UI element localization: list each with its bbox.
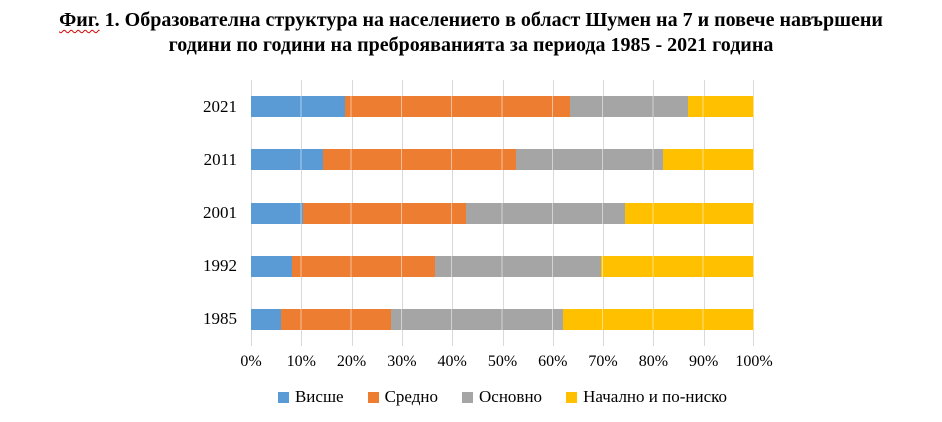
bar-2011-segment-Основно [516,149,663,171]
bar-band-1985 [251,293,754,346]
bar-1985-segment-Средно [281,308,392,330]
bar-band-1992 [251,240,754,293]
legend-item-Основно: Основно [462,387,542,407]
bar-1985-segment-Начално и по-ниско [562,308,754,330]
x-axis-label-10%: 10% [286,353,316,370]
bar-1992 [251,255,754,277]
x-axis-label-70%: 70% [588,353,618,370]
bar-1992-segment-Висше [251,255,292,277]
x-axis-label-20%: 20% [336,353,367,370]
bars-container [251,80,754,346]
x-axis-label-90%: 90% [689,353,719,370]
legend-label-Средно: Средно [384,387,439,406]
y-axis-label-2001: 2001 [203,203,237,222]
bar-2001-segment-Начално и по-ниско [624,202,754,224]
x-axis-label-30%: 30% [387,353,417,370]
bar-2001 [251,202,754,224]
bar-1992-segment-Основно [434,255,601,277]
bar-2001-segment-Средно [303,202,466,224]
legend-label-Основно: Основно [479,387,543,406]
title-line1-rest: 1. Образователна структура на населениет… [99,9,883,31]
bar-2001-segment-Основно [465,202,625,224]
legend: Висше Средно Основно Начално и по-ниско [251,387,754,407]
x-axis-label-60%: 60% [538,353,568,370]
bar-2011-segment-Средно [322,149,517,171]
x-axis-label-0%: 0% [240,353,262,370]
bar-1992-segment-Средно [291,255,435,277]
legend-marker-Висше [277,391,289,403]
legend-marker-Средно [367,391,379,403]
bar-band-2011 [251,133,754,186]
bar-band-2001 [251,186,754,239]
legend-label-Начално и по-ниско: Начално и по-ниско [583,387,728,406]
title-line1: Фиг. 1. Образователна структура на насел… [59,9,883,31]
bar-2021 [251,96,754,118]
legend-item-Висше: Висше [277,387,344,407]
x-axis-label-50%: 50% [487,353,518,370]
y-axis-label-1985: 1985 [203,309,237,329]
legend-marker-Основно [462,391,474,403]
x-axis-label-80%: 80% [638,353,669,370]
bar-2011 [251,149,754,171]
legend-label-Висше: Висше [294,387,344,406]
x-axis-labels: 0% 10% 20% 30% 40% 50% 60% 70% 80% 90% 100% [240,353,772,373]
legend-marker-Начално и по-ниско [566,391,578,403]
y-axis-label-2011: 2011 [203,149,237,169]
bar-1985-segment-Основно [391,308,563,330]
y-axis-labels: 2021 2011 2001 1992 1985 [0,80,237,346]
bar-2001-segment-Висше [251,202,304,224]
figure-title: Фиг. 1. Образователна структура на насел… [0,8,942,58]
bar-1985 [251,308,754,330]
bar-2021-segment-Начално и по-ниско [688,96,754,118]
y-axis-label-1992: 1992 [203,256,237,276]
title-line2: години по години на преброяванията за пе… [168,34,774,56]
plot-area [251,80,754,346]
bar-1992-segment-Начално и по-ниско [600,255,754,277]
x-axis-label-100%: 100% [735,353,773,370]
y-axis-label-2021: 2021 [203,96,237,116]
legend-item-Средно: Средно [367,387,439,407]
bar-2011-segment-Висше [251,149,323,171]
bar-2021-segment-Висше [251,96,346,118]
bar-2011-segment-Начално и по-ниско [662,149,754,171]
legend-item-Начално и по-ниско: Начално и по-ниско [566,387,727,407]
title-spellcheck-word: Фиг. [59,9,100,31]
bar-2021-segment-Основно [569,96,689,118]
bar-2021-segment-Средно [345,96,570,118]
bar-1985-segment-Висше [251,308,282,330]
x-axis-label-40%: 40% [437,353,467,370]
bar-band-2021 [251,80,754,133]
